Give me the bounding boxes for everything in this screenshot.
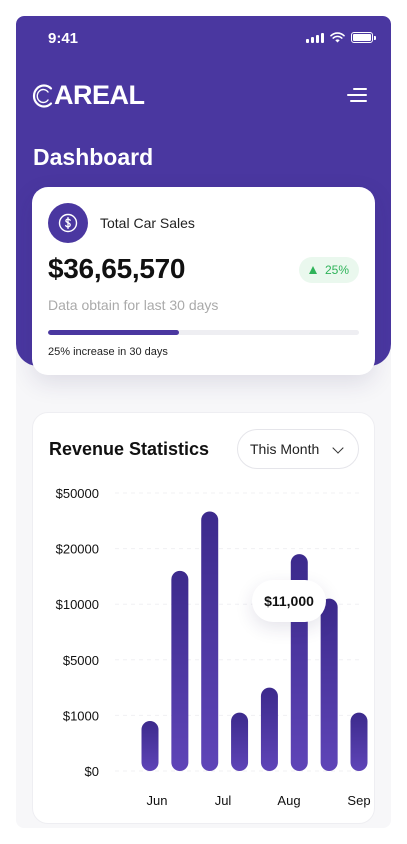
progress-note: 25% increase in 30 days: [48, 346, 168, 358]
change-badge: 25%: [298, 257, 359, 283]
dollar-coin-icon: [48, 203, 88, 243]
progress-fill: [48, 330, 179, 335]
range-select-value: This Month: [250, 441, 320, 457]
chart-bar[interactable]: [231, 712, 249, 771]
y-tick-label: $20000: [56, 542, 99, 557]
revenue-statistics-card: Revenue Statistics This Month $50000 $200…: [32, 412, 375, 824]
x-tick-label: Jul: [215, 793, 232, 808]
sales-value: $36,65,570: [48, 253, 186, 284]
x-tick-label: Sep: [347, 793, 370, 808]
total-sales-card: Total Car Sales $36,65,570 25% Data obta…: [32, 187, 375, 375]
status-icons: [306, 32, 376, 43]
app-logo: AREAL: [32, 80, 145, 111]
triangle-up-icon: [308, 266, 317, 274]
hamburger-menu-icon[interactable]: [347, 88, 367, 102]
revenue-chart: $50000 $20000 $10000 $5000 $1000 $0 Jun Jul Aug S…: [56, 486, 371, 808]
chart-bar[interactable]: [350, 712, 368, 771]
chart-bar[interactable]: [171, 570, 189, 771]
y-tick-label: $10000: [56, 597, 99, 612]
status-bar: 9:41: [16, 16, 391, 60]
y-tick-label: $1000: [63, 708, 99, 723]
cellular-signal-icon: [306, 33, 324, 43]
change-value: 25%: [324, 263, 349, 277]
chart-bar[interactable]: [320, 598, 338, 771]
chart-bar[interactable]: [201, 511, 219, 771]
logo-c-mark-icon: [32, 83, 53, 108]
status-time: 9:41: [48, 30, 79, 47]
chart-bar[interactable]: [141, 720, 159, 771]
sales-label: Total Car Sales: [100, 215, 195, 231]
progress-bar: [48, 330, 359, 335]
chart-tooltip: $11,000: [252, 580, 326, 622]
chart-bar[interactable]: [260, 687, 278, 771]
range-select[interactable]: This Month: [237, 429, 359, 469]
x-tick-label: Jun: [147, 793, 168, 808]
sales-subtitle: Data obtain for last 30 days: [48, 297, 219, 313]
logo-text: AREAL: [54, 80, 145, 110]
wifi-icon: [330, 32, 345, 43]
revenue-title: Revenue Statistics: [49, 439, 210, 459]
x-tick-label: Aug: [277, 793, 300, 808]
y-tick-label: $5000: [63, 653, 99, 668]
phone-screen: 9:41 AREAL Dashboard: [16, 16, 391, 828]
y-tick-label: $0: [85, 764, 99, 779]
battery-icon: [351, 32, 376, 43]
y-tick-label: $50000: [56, 486, 99, 501]
page-title: Dashboard: [33, 144, 154, 170]
